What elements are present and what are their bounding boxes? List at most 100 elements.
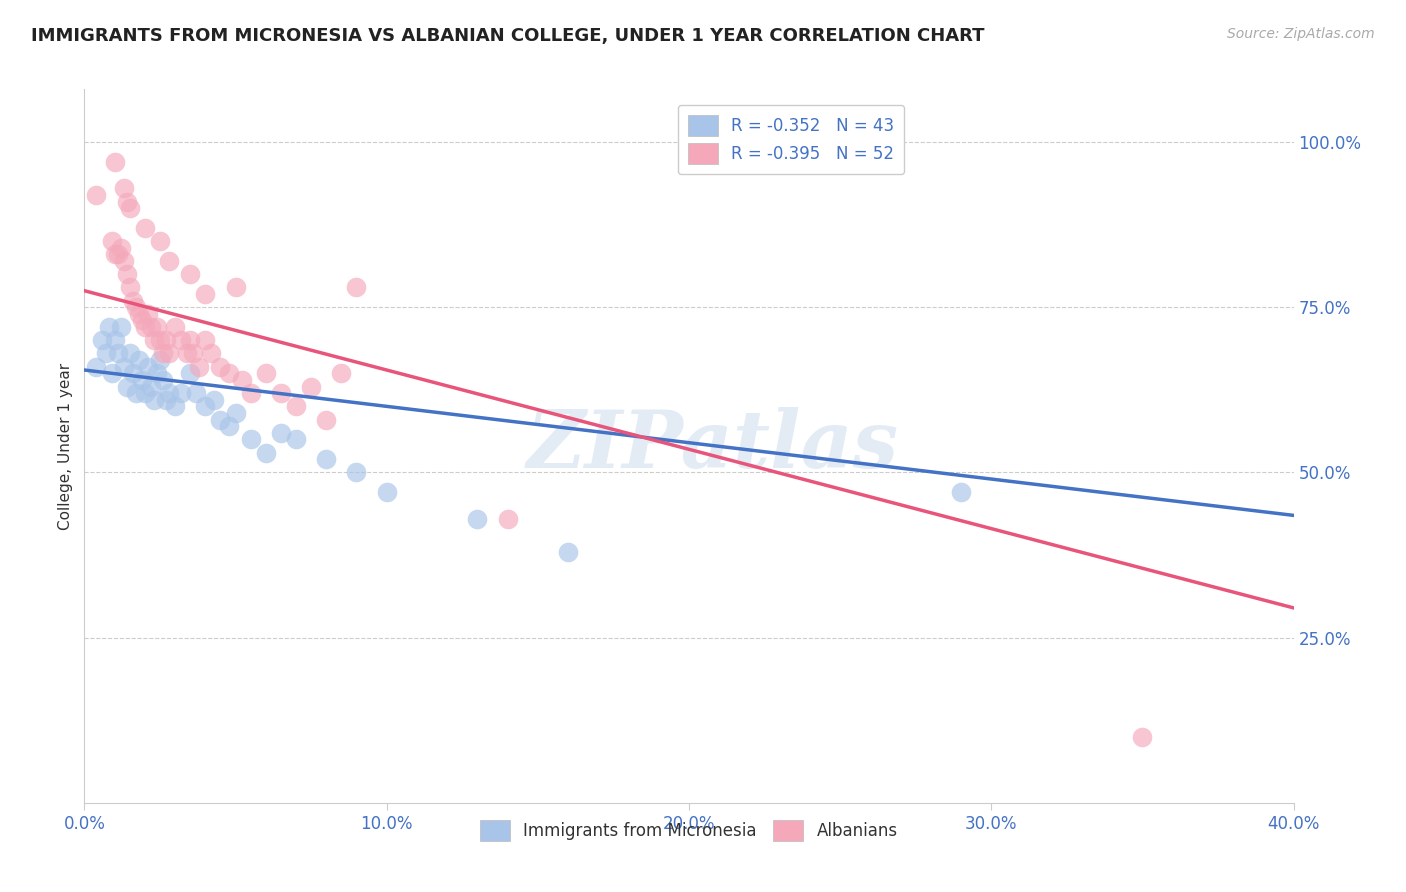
Point xyxy=(139,379,162,393)
Text: Source: ZipAtlas.com: Source: ZipAtlas.com xyxy=(1227,27,1375,41)
Point xyxy=(110,320,132,334)
Point xyxy=(165,320,187,334)
Point xyxy=(165,400,187,414)
Point xyxy=(170,333,193,347)
Point xyxy=(118,346,141,360)
Point xyxy=(299,379,322,393)
Y-axis label: College, Under 1 year: College, Under 1 year xyxy=(58,362,73,530)
Point xyxy=(104,247,127,261)
Point xyxy=(179,267,201,281)
Point xyxy=(149,234,172,248)
Point xyxy=(146,320,169,334)
Point xyxy=(115,379,138,393)
Point xyxy=(157,254,180,268)
Point xyxy=(121,367,143,381)
Point xyxy=(118,201,141,215)
Point xyxy=(125,300,148,314)
Point xyxy=(170,386,193,401)
Point xyxy=(157,386,180,401)
Point xyxy=(346,466,368,480)
Point xyxy=(112,181,135,195)
Point xyxy=(91,333,114,347)
Point xyxy=(134,320,156,334)
Point xyxy=(209,359,232,374)
Point xyxy=(100,234,122,248)
Point xyxy=(139,320,162,334)
Point xyxy=(181,346,204,360)
Point xyxy=(107,247,129,261)
Point xyxy=(179,333,201,347)
Point xyxy=(270,425,292,440)
Point xyxy=(128,307,150,321)
Point xyxy=(239,433,262,447)
Point xyxy=(179,367,201,381)
Point xyxy=(157,346,180,360)
Point xyxy=(285,400,308,414)
Point xyxy=(557,545,579,559)
Point xyxy=(239,386,262,401)
Point xyxy=(375,485,398,500)
Point xyxy=(176,346,198,360)
Point xyxy=(131,313,153,327)
Point xyxy=(496,511,519,525)
Point xyxy=(142,392,165,407)
Point xyxy=(950,485,973,500)
Point xyxy=(134,386,156,401)
Point xyxy=(97,320,120,334)
Point xyxy=(218,367,240,381)
Point xyxy=(231,373,253,387)
Point xyxy=(186,386,208,401)
Point xyxy=(218,419,240,434)
Point xyxy=(86,359,108,374)
Point xyxy=(254,367,277,381)
Point xyxy=(115,194,138,209)
Point xyxy=(149,333,172,347)
Point xyxy=(86,188,108,202)
Point xyxy=(100,367,122,381)
Point xyxy=(125,386,148,401)
Point xyxy=(194,333,217,347)
Point xyxy=(315,452,337,467)
Point xyxy=(270,386,292,401)
Point xyxy=(346,280,368,294)
Point xyxy=(112,254,135,268)
Point xyxy=(107,346,129,360)
Legend: Immigrants from Micronesia, Albanians: Immigrants from Micronesia, Albanians xyxy=(474,814,904,848)
Point xyxy=(136,359,159,374)
Point xyxy=(136,307,159,321)
Point xyxy=(134,221,156,235)
Point xyxy=(115,267,138,281)
Point xyxy=(1130,730,1153,744)
Point xyxy=(330,367,353,381)
Point xyxy=(202,392,225,407)
Text: ZIPatlas: ZIPatlas xyxy=(527,408,900,484)
Point xyxy=(225,280,247,294)
Point xyxy=(209,412,232,426)
Point xyxy=(131,373,153,387)
Point xyxy=(467,511,489,525)
Point xyxy=(112,359,135,374)
Point xyxy=(155,333,177,347)
Point xyxy=(121,293,143,308)
Point xyxy=(149,353,172,368)
Point xyxy=(152,346,174,360)
Point xyxy=(194,400,217,414)
Point xyxy=(104,333,127,347)
Point xyxy=(155,392,177,407)
Point xyxy=(315,412,337,426)
Point xyxy=(254,445,277,459)
Point xyxy=(128,353,150,368)
Point xyxy=(152,373,174,387)
Point xyxy=(146,367,169,381)
Point xyxy=(200,346,222,360)
Point xyxy=(225,406,247,420)
Point xyxy=(285,433,308,447)
Point xyxy=(94,346,117,360)
Point xyxy=(104,154,127,169)
Point xyxy=(142,333,165,347)
Point xyxy=(118,280,141,294)
Text: IMMIGRANTS FROM MICRONESIA VS ALBANIAN COLLEGE, UNDER 1 YEAR CORRELATION CHART: IMMIGRANTS FROM MICRONESIA VS ALBANIAN C… xyxy=(31,27,984,45)
Point xyxy=(194,287,217,301)
Point xyxy=(188,359,211,374)
Point xyxy=(110,241,132,255)
